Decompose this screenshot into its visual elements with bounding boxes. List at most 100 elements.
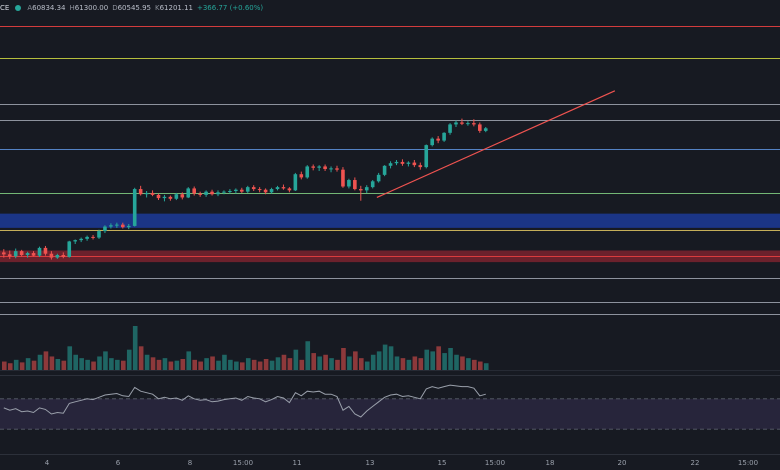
candle [335,165,339,172]
candle [115,222,119,228]
volume-bar [198,361,203,370]
candle-body [216,192,220,195]
candle [478,122,482,133]
candle [61,252,66,259]
ohlc-header: CE A60834.34 H61300.00 D60545.95 K61201.… [0,0,263,16]
zone-band [0,213,780,228]
volume-pane [0,326,780,371]
volume-bar [43,351,49,370]
volume-bar [329,358,334,370]
candle-body [442,132,446,141]
volume-bar [73,354,78,370]
volume-bar [263,359,269,370]
candle-body [85,236,89,239]
x-tick-label: 6 [116,459,121,467]
candle-body [132,189,137,226]
x-tick-label: 4 [45,459,50,467]
candle-body [61,255,66,257]
candle [341,167,345,188]
candle [174,192,179,201]
candle [317,165,321,171]
candle [472,119,476,127]
candle [210,189,214,196]
volume-bar [156,359,162,370]
candle [454,120,458,128]
volume-bar [370,354,376,370]
volume-bar [228,359,233,370]
candle [228,189,232,194]
volume-bar [85,359,90,370]
candle-body [341,169,345,187]
x-tick-label: 8 [188,459,192,467]
candle [49,251,54,260]
volume-bar [245,358,251,370]
trendline [376,90,616,199]
candle [430,137,434,147]
candles-layer [2,118,488,260]
candle-body [299,174,304,178]
candle-body [192,188,196,194]
candle [483,127,488,133]
trendline-layer[interactable] [376,90,616,199]
candle [329,166,333,173]
candle [293,172,298,192]
candle [43,245,48,256]
candle [85,235,89,241]
volume-bar [472,359,477,370]
volume-bar [13,359,19,370]
candle [234,188,238,194]
volume-bar [67,346,73,370]
volume-bar [138,346,144,370]
market-status-icon [15,5,22,11]
candle [394,159,399,166]
candle [31,251,36,257]
candle-body [424,145,429,168]
candle-body [251,187,256,190]
candle-body [376,174,381,182]
candle-body [121,224,125,228]
volume-bar [31,360,37,370]
volume-bar [97,356,102,370]
candle-body [7,254,12,257]
high-label: H [69,4,75,12]
candle [418,162,423,170]
volume-bar [347,356,352,370]
volume-bar [394,356,400,370]
x-tick-label: 15:00 [485,459,505,467]
candle-body [67,241,72,257]
volume-bar [341,348,346,370]
x-tick-label: 18 [546,459,555,467]
candle [150,190,155,197]
volume-bar [311,353,316,370]
candle-body [210,191,214,195]
volume-bar [150,357,156,370]
candle [382,165,387,177]
candle [281,184,286,190]
candle [240,187,244,193]
candle [359,185,363,201]
candle [198,191,202,197]
low-value: 60545.95 [117,4,151,12]
candle [216,190,220,197]
candle-body [281,187,286,189]
symbol-label[interactable]: CE [0,4,10,12]
candle-body [103,226,107,232]
close-label: K [154,4,160,12]
candle [263,188,268,195]
candle [370,180,375,189]
candle-body [168,196,173,199]
candle-body [55,255,60,258]
candle-body [478,124,482,131]
volume-bar [353,351,358,370]
candle-body [180,194,185,198]
candle [204,190,208,197]
candle [126,223,131,230]
change-value: +366.77 (+0.60%) [196,4,264,12]
candle-body [293,174,298,191]
candle-body [73,240,77,242]
volume-bar [436,346,441,370]
candle-body [115,224,119,226]
candle-body [388,163,393,166]
candle [245,185,250,193]
